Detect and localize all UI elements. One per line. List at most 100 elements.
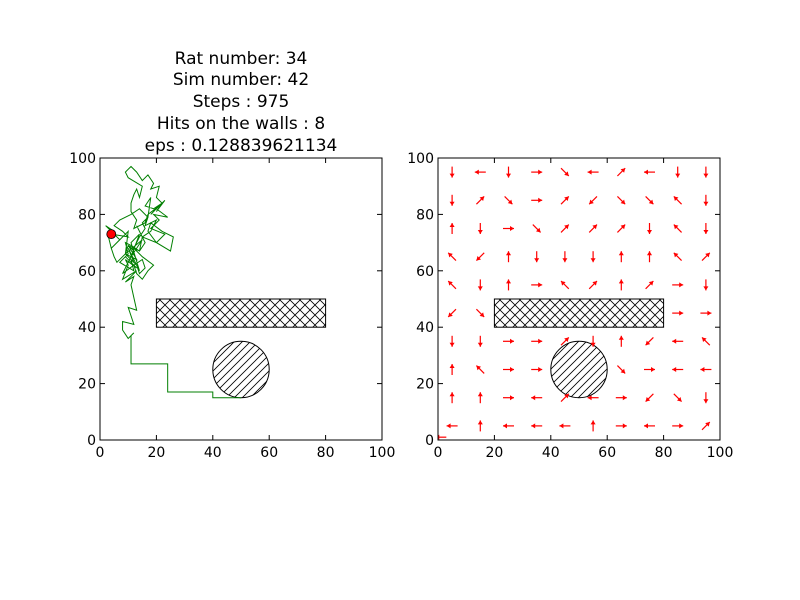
policy-arrow	[644, 367, 655, 372]
policy-arrow	[673, 252, 683, 262]
title-line-hits: Hits on the walls : 8	[157, 114, 325, 134]
policy-arrow-head	[618, 251, 624, 256]
policy-arrow-head	[506, 173, 511, 178]
policy-arrow-head	[476, 255, 482, 261]
x-tick-label: 20	[147, 445, 165, 461]
x-tick-label: 40	[542, 445, 560, 461]
policy-arrow-head	[506, 279, 511, 284]
policy-arrow	[647, 251, 652, 263]
policy-arrow	[531, 395, 543, 401]
policy-arrow-head	[651, 367, 655, 372]
policy-arrow-head	[705, 422, 710, 427]
policy-arrow	[506, 279, 511, 291]
policy-arrow-head	[531, 395, 536, 401]
policy-arrow-head	[564, 196, 569, 202]
policy-arrow	[703, 166, 709, 178]
y-tick-label: 40	[78, 320, 96, 336]
policy-arrow	[503, 423, 514, 429]
policy-arrow	[588, 224, 598, 233]
policy-arrow	[477, 279, 483, 291]
policy-arrow-head	[564, 171, 569, 176]
chart-title: Rat number: 34 Sim number: 42 Steps : 97…	[145, 49, 338, 156]
circle-obstacle	[212, 340, 270, 399]
policy-arrow	[449, 364, 455, 375]
policy-arrow-head	[618, 335, 624, 340]
policy-arrow-head	[620, 368, 626, 374]
policy-arrow-head	[675, 173, 681, 178]
policy-arrow-head	[622, 423, 627, 429]
policy-arrow-head	[477, 420, 483, 425]
policy-arrow	[506, 251, 511, 263]
policy-arrow	[560, 393, 570, 403]
policy-arrow	[562, 251, 568, 263]
policy-arrow-head	[590, 258, 596, 263]
policy-arrow-head	[449, 364, 455, 368]
policy-arrow	[447, 308, 457, 318]
left-plot-area: 0 20 40 60 80 100 0 20 40 60 80 100	[69, 151, 395, 461]
policy-arrow	[504, 195, 513, 205]
y-tick-label: 80	[78, 207, 96, 223]
policy-arrow	[475, 308, 485, 318]
policy-arrow-head	[647, 230, 652, 234]
policy-arrow	[449, 194, 455, 206]
policy-arrow	[475, 195, 485, 205]
policy-arrow-head	[479, 312, 485, 317]
policy-arrow-head	[705, 252, 710, 258]
rect-obstacle	[493, 298, 665, 328]
policy-arrow	[532, 224, 542, 233]
policy-arrow	[477, 392, 483, 404]
x-tick-label: 100	[369, 445, 396, 461]
policy-arrow	[618, 335, 624, 347]
policy-arrow	[673, 393, 683, 403]
policy-arrow	[560, 224, 570, 233]
policy-arrow-head	[618, 279, 624, 284]
y-tick-label: 60	[416, 264, 434, 280]
current-position-point	[106, 229, 117, 240]
title-line-rat: Rat number: 34	[175, 49, 308, 69]
policy-arrow	[590, 420, 596, 432]
policy-quiver-plot: 0 20 40 60 80 100 0 20 40 60 80 100	[407, 151, 733, 461]
policy-arrow-head	[448, 281, 453, 286]
policy-arrow-head	[538, 169, 543, 175]
policy-arrow-head	[534, 258, 540, 263]
policy-arrow	[700, 310, 712, 316]
policy-arrow-head	[564, 337, 569, 343]
x-tick-label: 0	[434, 445, 443, 461]
trajectory-plot: Rat number: 34 Sim number: 42 Steps : 97…	[69, 49, 395, 461]
policy-arrow-head	[449, 201, 455, 206]
policy-arrow	[703, 279, 709, 291]
policy-arrow-head	[564, 393, 569, 399]
policy-arrow	[559, 423, 571, 429]
policy-arrow-head	[589, 199, 594, 205]
policy-arrow	[701, 336, 711, 346]
policy-arrow-head	[564, 224, 569, 230]
policy-arrow	[503, 226, 514, 231]
policy-arrow-head	[676, 396, 682, 402]
policy-arrow-head	[477, 392, 483, 397]
policy-arrow-head	[622, 395, 627, 401]
axes-frame	[437, 157, 721, 441]
policy-arrow	[645, 195, 654, 205]
policy-arrow-head	[648, 199, 654, 205]
policy-arrow-head	[673, 252, 679, 258]
policy-arrow	[587, 395, 599, 401]
policy-arrow-head	[672, 338, 677, 344]
policy-arrow-head	[507, 199, 513, 205]
policy-arrow-head	[477, 286, 483, 291]
x-tick-label: 60	[260, 445, 278, 461]
policy-arrow-head	[679, 310, 684, 316]
policy-arrow	[616, 365, 626, 374]
title-line-sim: Sim number: 42	[173, 70, 309, 90]
y-tick-label: 80	[416, 207, 434, 223]
policy-arrow	[503, 338, 514, 344]
y-tick-label: 0	[87, 433, 96, 449]
policy-arrow-head	[538, 197, 543, 203]
y-tick-label: 40	[416, 320, 434, 336]
y-tick-label: 100	[69, 151, 96, 167]
policy-arrow	[503, 395, 514, 401]
policy-arrow	[672, 338, 684, 344]
policy-arrow-head	[449, 223, 455, 227]
policy-arrow-head	[538, 338, 543, 344]
policy-arrow	[701, 252, 711, 262]
policy-arrow-head	[620, 224, 626, 230]
